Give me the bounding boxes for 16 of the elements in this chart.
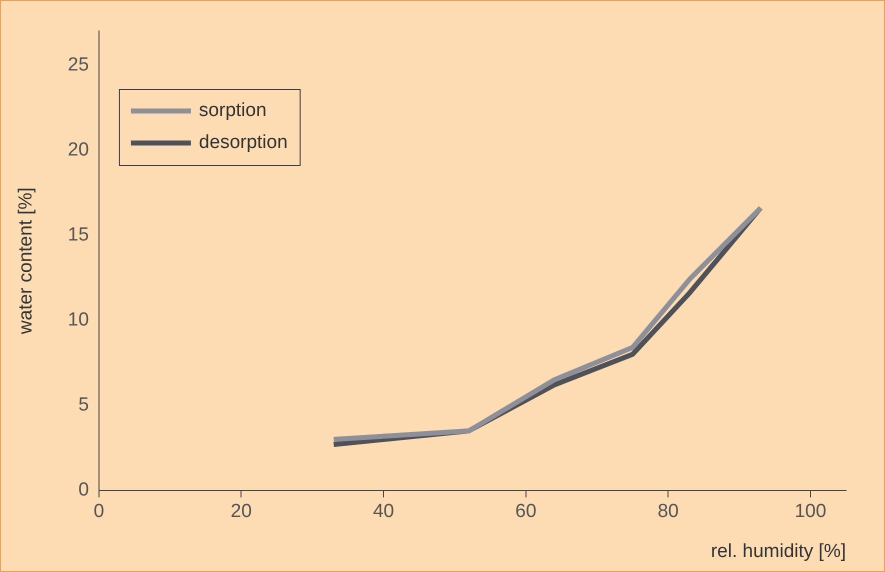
x-tick-label: 0 [94, 501, 104, 522]
y-tick-label: 10 [68, 309, 89, 330]
x-tick-label: 60 [515, 501, 536, 522]
x-tick-label: 80 [658, 501, 679, 522]
y-axis-title: water content [%] [16, 187, 37, 336]
x-axis-title: rel. humidity [%] [710, 540, 846, 562]
x-tick-label: 20 [230, 501, 252, 522]
x-tick-label: 40 [372, 501, 394, 522]
y-tick-label: 15 [68, 224, 89, 246]
y-tick-label: 20 [68, 139, 89, 160]
x-tick-label: 100 [794, 501, 826, 522]
y-tick-label: 5 [78, 394, 89, 416]
y-tick-label: 0 [78, 480, 89, 501]
y-tick-label: 25 [68, 54, 89, 76]
legend-label: sorption [198, 100, 267, 122]
legend-label: desorption [198, 132, 288, 154]
